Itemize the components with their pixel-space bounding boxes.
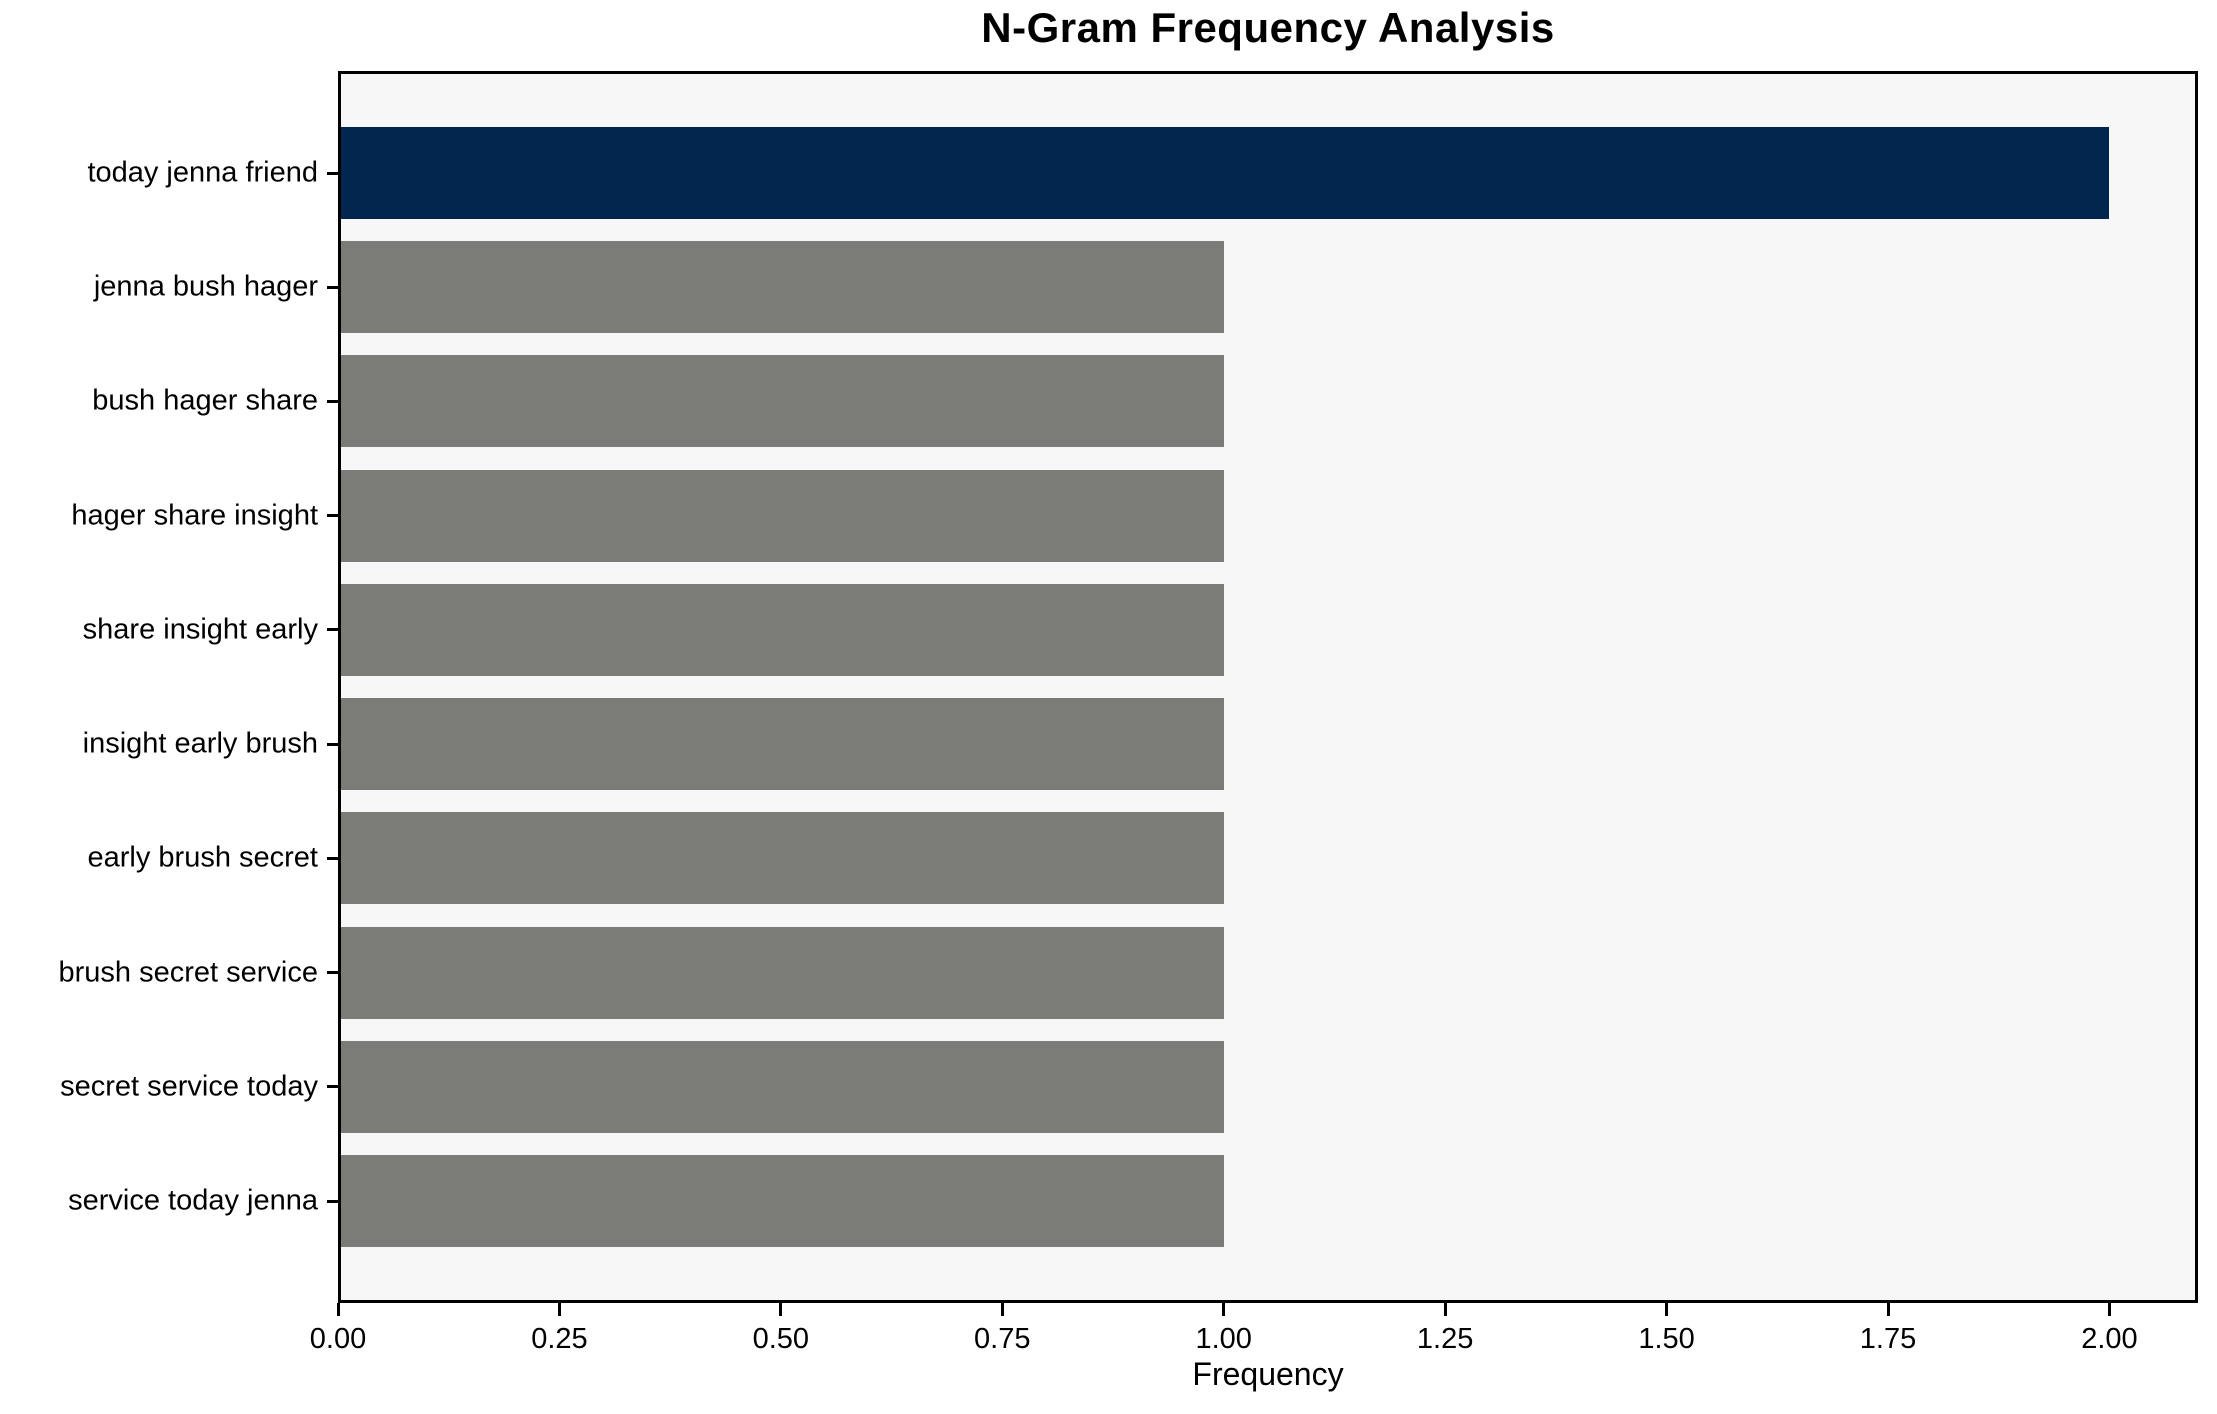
spine-top: [338, 71, 2198, 74]
x-axis-label: Frequency: [1192, 1356, 1344, 1392]
bar: [338, 469, 1224, 562]
y-tick-mark: [327, 514, 338, 518]
y-tick-label: jenna bush hager: [93, 270, 318, 303]
x-tick-label: 0.50: [752, 1323, 810, 1355]
x-tick-mark: [1443, 1303, 1447, 1316]
spine-bottom: [338, 1300, 2198, 1303]
x-tick-label: 1.25: [1416, 1323, 1474, 1355]
y-tick-mark: [327, 399, 338, 403]
x-tick-label: 1.00: [1195, 1323, 1252, 1355]
y-tick-label: early brush secret: [87, 841, 319, 874]
x-tick-mark: [1886, 1303, 1890, 1316]
bar: [338, 698, 1224, 791]
x-tick-label: 0.25: [531, 1323, 588, 1355]
y-tick-label: service today jenna: [68, 1184, 318, 1217]
bar: [338, 1155, 1224, 1247]
x-tick-label: 1.75: [1859, 1323, 1917, 1355]
x-tick-mark: [1665, 1303, 1669, 1316]
bar: [338, 241, 1224, 334]
x-tick-mark: [779, 1303, 783, 1316]
y-tick-mark: [327, 742, 338, 746]
y-tick-label: hager share insight: [71, 499, 318, 532]
y-tick-label: today jenna friend: [87, 156, 318, 189]
y-tick-mark: [327, 971, 338, 975]
y-tick-mark: [327, 1199, 338, 1203]
y-tick-label: secret service today: [60, 1070, 318, 1103]
y-tick-mark: [327, 628, 338, 632]
bar: [338, 355, 1224, 448]
bar: [338, 583, 1224, 676]
plot-area: [338, 71, 2198, 1303]
y-tick-mark: [327, 285, 338, 289]
spine-left: [338, 71, 341, 1303]
y-tick-label: share insight early: [82, 613, 318, 646]
x-tick-mark: [1000, 1303, 1004, 1316]
chart-title: N-Gram Frequency Analysis: [981, 4, 1555, 51]
bar: [338, 812, 1224, 905]
y-tick-label: bush hager share: [92, 384, 318, 417]
spine-right: [2195, 71, 2198, 1303]
y-tick-mark: [327, 856, 338, 860]
x-tick-mark: [2107, 1303, 2111, 1316]
x-tick-mark: [336, 1303, 340, 1316]
x-tick-label: 2.00: [2081, 1323, 2138, 1355]
bar: [338, 926, 1224, 1019]
y-tick-mark: [327, 171, 338, 175]
x-tick-label: 0.75: [974, 1323, 1031, 1355]
x-tick-mark: [557, 1303, 561, 1316]
y-tick-label: insight early brush: [82, 727, 318, 760]
bar: [338, 1040, 1224, 1133]
x-tick-mark: [1222, 1303, 1226, 1316]
y-tick-label: brush secret service: [58, 956, 319, 989]
bar: [338, 127, 2110, 219]
y-tick-mark: [327, 1085, 338, 1089]
x-tick-label: 0.00: [309, 1323, 367, 1355]
x-tick-label: 1.50: [1638, 1323, 1695, 1355]
